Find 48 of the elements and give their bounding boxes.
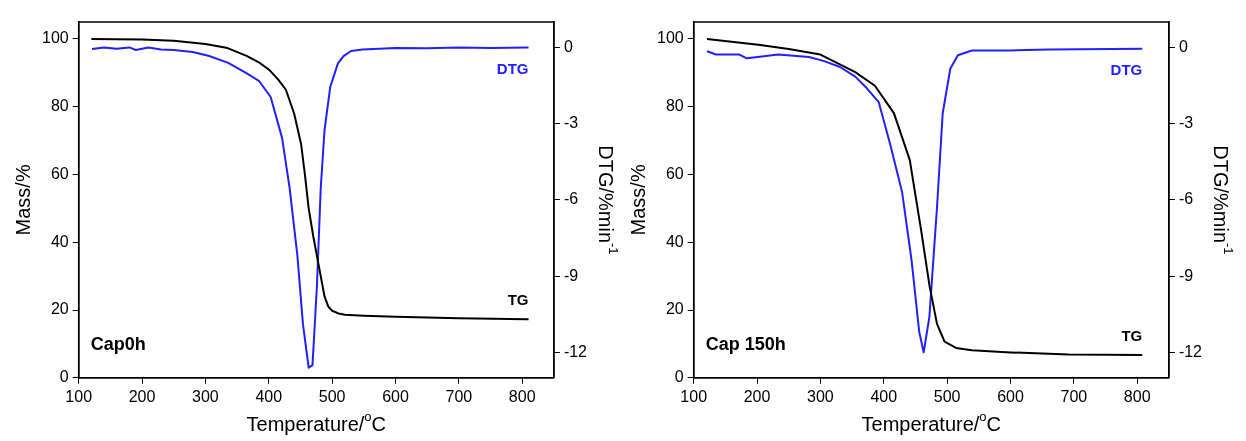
y2-tick-label: -9 bbox=[1178, 266, 1194, 284]
x-tick-label: 400 bbox=[870, 387, 898, 405]
x-tick-label: 200 bbox=[128, 387, 156, 405]
y-tick-label: 60 bbox=[665, 164, 684, 182]
y-tick-label: 80 bbox=[50, 97, 69, 115]
y-tick-label: 80 bbox=[665, 97, 684, 115]
x-tick-label: 500 bbox=[933, 387, 961, 405]
x-tick-label: 700 bbox=[1060, 387, 1088, 405]
x-tick-label: 600 bbox=[997, 387, 1024, 405]
y-tick-label: 100 bbox=[41, 29, 69, 47]
series-label: TG bbox=[507, 291, 529, 309]
y-tick-label: 0 bbox=[59, 368, 69, 386]
y2-tick-label: -3 bbox=[563, 114, 579, 132]
y2-tick-label: -3 bbox=[1178, 114, 1194, 132]
x-tick-label: 100 bbox=[65, 387, 93, 405]
x-tick-label: 700 bbox=[445, 387, 473, 405]
x-tick-label: 500 bbox=[318, 387, 346, 405]
y2-tick-label: -6 bbox=[563, 190, 579, 208]
y-tick-label: 100 bbox=[656, 29, 684, 47]
y-tick-label: 40 bbox=[665, 232, 684, 250]
y2-axis-title: DTG/%min-1 bbox=[1210, 145, 1237, 255]
x-tick-label: 600 bbox=[382, 387, 409, 405]
y-tick-label: 60 bbox=[50, 164, 69, 182]
y2-tick-label: -12 bbox=[563, 342, 588, 360]
annotation: Cap 150h bbox=[705, 333, 786, 354]
y-tick-label: 0 bbox=[674, 368, 684, 386]
x-tick-label: 400 bbox=[255, 387, 283, 405]
y2-tick-label: -6 bbox=[1178, 190, 1194, 208]
y2-axis-title: DTG/%min-1 bbox=[595, 145, 622, 255]
y-axis-title: Mass/% bbox=[11, 164, 34, 236]
y-axis-title: Mass/% bbox=[626, 164, 649, 236]
y2-tick-label: -12 bbox=[1178, 342, 1203, 360]
x-tick-label: 800 bbox=[508, 387, 536, 405]
x-tick-label: 800 bbox=[1123, 387, 1151, 405]
series-label: DTG bbox=[496, 59, 529, 77]
series-label: TG bbox=[1121, 327, 1143, 345]
x-tick-label: 100 bbox=[680, 387, 708, 405]
annotation: Cap0h bbox=[90, 333, 146, 354]
y-tick-label: 20 bbox=[50, 300, 69, 318]
y-tick-label: 20 bbox=[665, 300, 684, 318]
series-label: DTG bbox=[1110, 60, 1143, 78]
x-tick-label: 300 bbox=[192, 387, 219, 405]
y-tick-label: 40 bbox=[50, 232, 69, 250]
y2-tick-label: 0 bbox=[563, 37, 573, 55]
y2-tick-label: -9 bbox=[563, 266, 579, 284]
y2-tick-label: 0 bbox=[1178, 37, 1188, 55]
x-tick-label: 200 bbox=[743, 387, 771, 405]
x-tick-label: 300 bbox=[807, 387, 834, 405]
